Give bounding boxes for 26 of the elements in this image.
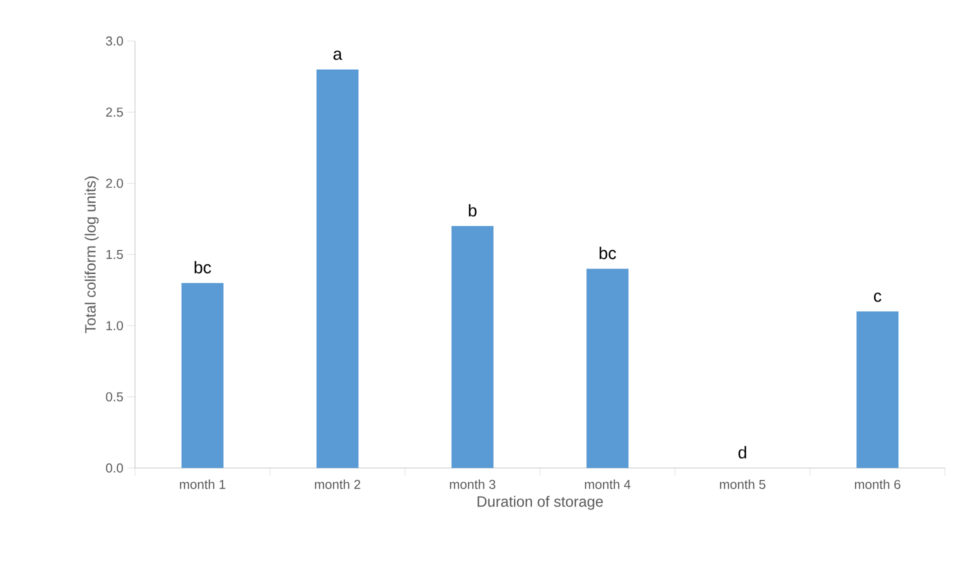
x-axis-title: Duration of storage [478, 496, 603, 510]
annotation: bc [194, 261, 211, 274]
y-tick-label: 1.5 [106, 250, 123, 260]
y-tick-label: 3.0 [106, 36, 123, 46]
x-tick-label: month 4 [584, 480, 631, 490]
x-tick-label: month 1 [180, 480, 226, 490]
x-tick-label: month 3 [450, 480, 496, 490]
y-tick-label: 0.0 [106, 463, 123, 473]
y-tick-label: 0.5 [106, 392, 123, 402]
y-axis-title: Total coliform (log units) [84, 176, 99, 334]
bar [856, 311, 899, 468]
x-tick-label: month 2 [314, 480, 360, 490]
x-tick-label: month 6 [854, 480, 900, 490]
annotation: bc [600, 246, 616, 260]
bar [182, 282, 224, 468]
annotation: d [738, 446, 746, 458]
annotation: b [468, 204, 476, 217]
y-tick-label: 2.5 [106, 108, 123, 117]
annotation: a [334, 50, 342, 60]
annotation: c [874, 292, 882, 302]
bar [452, 226, 494, 468]
y-tick-label: 1.0 [106, 321, 123, 330]
y-tick-label: 2.0 [106, 178, 123, 188]
x-tick-label: month 5 [720, 480, 766, 490]
bar [316, 69, 359, 468]
bar [586, 268, 629, 468]
